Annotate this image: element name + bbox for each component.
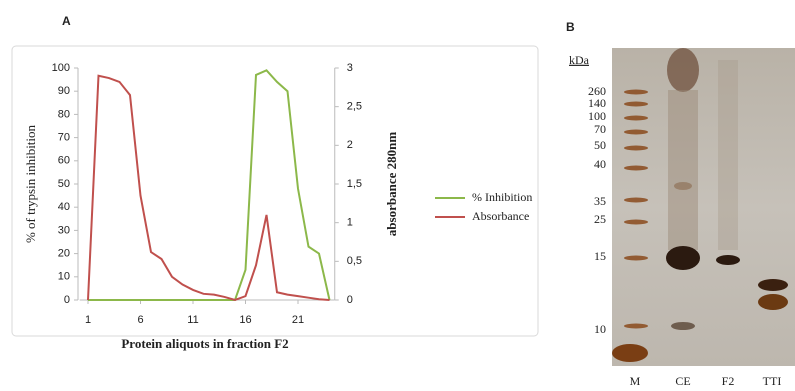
marker-band xyxy=(624,220,648,225)
band xyxy=(612,344,648,362)
x-tick-label: 16 xyxy=(239,314,251,326)
marker-label: 15 xyxy=(594,249,606,263)
lane-label: M xyxy=(630,374,641,388)
marker-label: 25 xyxy=(594,212,606,226)
y-tick-label: 20 xyxy=(58,248,70,260)
marker-band xyxy=(624,130,648,135)
y-axis-label: % of trypsin inhibition xyxy=(23,124,38,243)
marker-band xyxy=(624,146,648,151)
smear xyxy=(718,60,738,250)
chart-frame xyxy=(12,46,538,336)
marker-band xyxy=(624,90,648,95)
y-tick-label: 80 xyxy=(58,108,70,120)
marker-band xyxy=(624,198,648,203)
y2-tick-label: 3 xyxy=(347,62,353,74)
marker-label: 140 xyxy=(588,96,606,110)
data-line xyxy=(88,76,330,300)
lane-label: CE xyxy=(675,374,690,388)
legend-label: Absorbance xyxy=(472,209,529,223)
marker-band xyxy=(624,256,648,261)
figure: A Protein aliquots in fraction F2 % of t… xyxy=(0,0,795,391)
lane-label: TTI xyxy=(763,374,782,388)
y-tick-label: 70 xyxy=(58,132,70,144)
page: A Protein aliquots in fraction F2 % of t… xyxy=(0,0,795,391)
y-tick-label: 60 xyxy=(58,155,70,167)
marker-label: 35 xyxy=(594,194,606,208)
y2-tick-label: 1,5 xyxy=(347,178,362,190)
gel-image xyxy=(612,48,795,366)
x-tick-label: 21 xyxy=(292,314,304,326)
y-tick-label: 40 xyxy=(58,201,70,213)
data-line xyxy=(88,70,330,300)
unit-label: kDa xyxy=(569,53,590,67)
y-tick-label: 0 xyxy=(64,294,70,306)
y2-tick-label: 2 xyxy=(347,139,353,151)
y2-axis-label: absorbance 280nm xyxy=(384,132,399,237)
y2-tick-label: 0 xyxy=(347,294,353,306)
y2-tick-label: 0,5 xyxy=(347,255,362,267)
marker-band xyxy=(624,166,648,171)
marker-band xyxy=(624,102,648,107)
band xyxy=(758,279,788,291)
y2-tick-label: 1 xyxy=(347,217,353,229)
y-tick-label: 50 xyxy=(58,178,70,190)
marker-label: 50 xyxy=(594,138,606,152)
marker-label: 10 xyxy=(594,322,606,336)
band xyxy=(671,322,695,330)
x-tick-label: 1 xyxy=(85,314,91,326)
y-tick-label: 10 xyxy=(58,271,70,283)
panel-label: B xyxy=(566,20,575,34)
band xyxy=(667,48,699,92)
y-tick-label: 100 xyxy=(52,62,70,74)
band xyxy=(674,182,692,190)
band xyxy=(716,255,740,265)
legend-label: % Inhibition xyxy=(472,190,532,204)
marker-label: 70 xyxy=(594,122,606,136)
marker-band xyxy=(624,116,648,121)
marker-label: 100 xyxy=(588,109,606,123)
y2-tick-label: 2,5 xyxy=(347,101,362,113)
smear xyxy=(668,90,698,250)
lane-label: F2 xyxy=(722,374,735,388)
marker-band xyxy=(624,324,648,329)
band xyxy=(666,246,700,270)
panel-label: A xyxy=(62,14,71,28)
marker-label: 40 xyxy=(594,157,606,171)
y-tick-label: 90 xyxy=(58,85,70,97)
y-tick-label: 30 xyxy=(58,224,70,236)
x-tick-label: 6 xyxy=(137,314,143,326)
x-tick-label: 11 xyxy=(187,314,198,326)
x-axis-label: Protein aliquots in fraction F2 xyxy=(121,336,288,351)
band xyxy=(758,294,788,310)
